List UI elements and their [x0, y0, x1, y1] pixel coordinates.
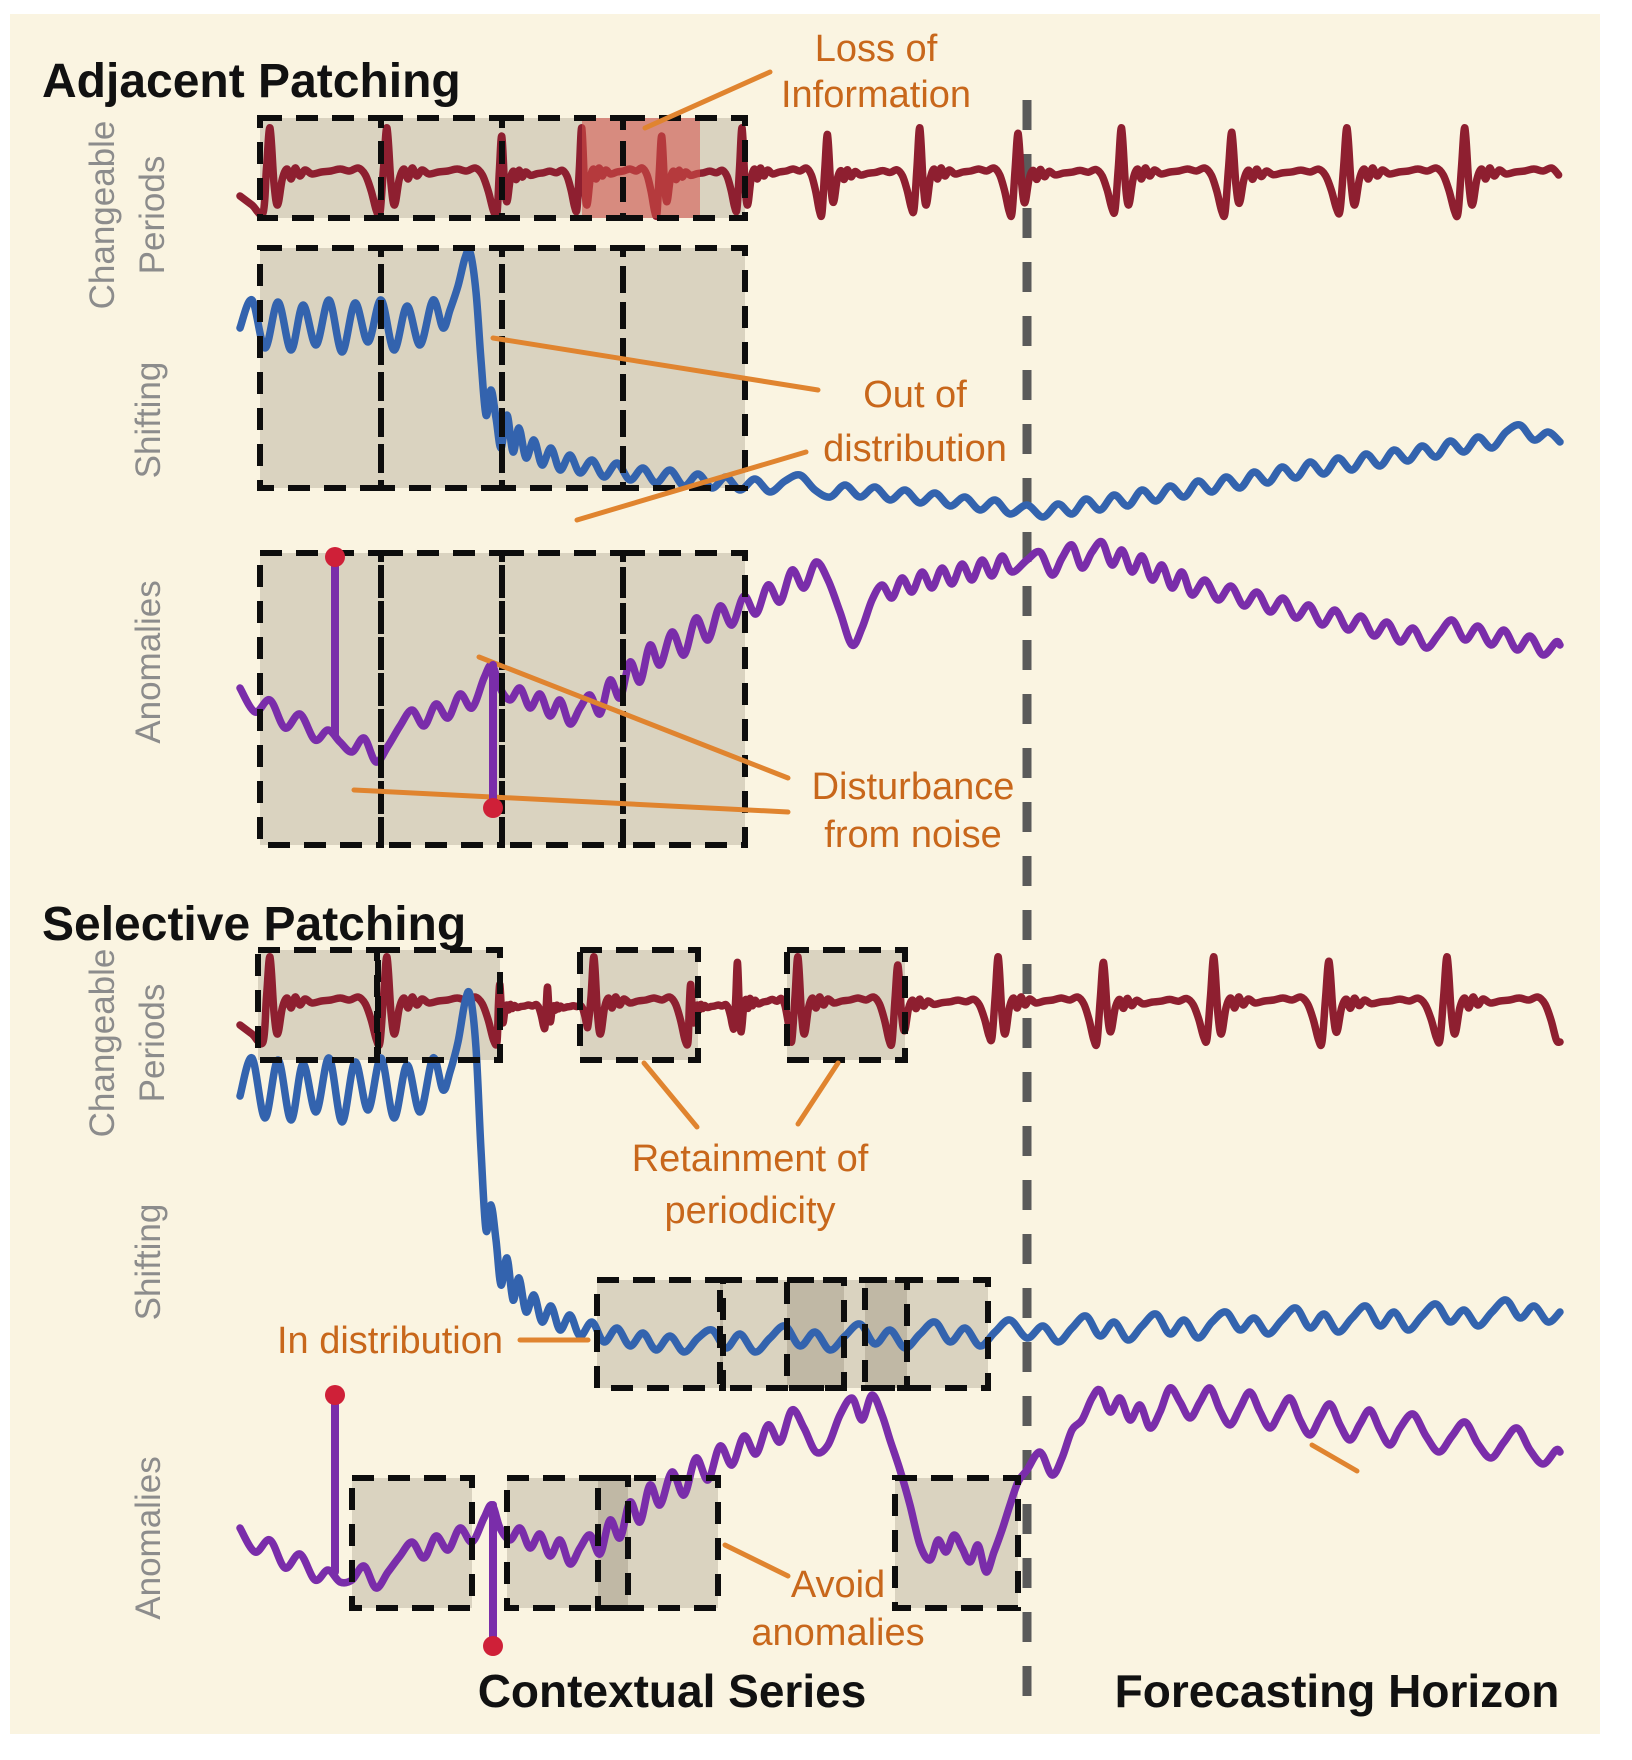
row-label-changeable-1b: Periods: [133, 156, 172, 275]
patch-box-border-selective-shifting: [717, 1277, 847, 1391]
patch-box-border-selective-shifting: [784, 1277, 910, 1391]
patch-box-border-adjacent-anomalies: [620, 550, 748, 848]
patch-box-border-selective-anomalies: [892, 1475, 1021, 1611]
signal-shifting-adjacent: [236, 245, 1564, 521]
annotation-leader-line: [476, 654, 791, 781]
annotation-leader-line: [490, 335, 821, 393]
patch-box-border-selective-changeable: [577, 947, 701, 1063]
annotation-retain-line2: periodicity: [664, 1190, 835, 1232]
annotation-leader-line: [574, 449, 809, 523]
anomaly-dot: [325, 1385, 345, 1405]
row-label-changeable-2b: Periods: [133, 984, 172, 1103]
row-label-shifting-2: Shifting: [129, 1204, 168, 1321]
patch-box-border-selective-anomalies: [349, 1475, 475, 1611]
patch-box-fill-adjacent-anomalies: [260, 553, 381, 845]
patch-box-border-selective-changeable: [784, 947, 908, 1063]
section-title-adjacent: Adjacent Patching: [42, 55, 461, 108]
anomaly-dot: [325, 547, 345, 567]
patch-box-fill-adjacent-shifting: [260, 248, 381, 488]
row-label-shifting-1: Shifting: [129, 362, 168, 479]
patch-box-border-selective-changeable: [375, 947, 503, 1063]
annotation-noise-line1: Disturbance: [812, 766, 1015, 808]
anomaly-dot: [483, 798, 503, 818]
signal-ecg-adjacent: [236, 124, 1563, 221]
signal-layer: [236, 124, 1564, 1592]
anomaly-dot: [483, 1636, 503, 1656]
loss-of-information-highlight: [582, 118, 700, 218]
patch-box-border-adjacent-anomalies: [378, 550, 505, 848]
annotation-leader-line: [795, 1060, 841, 1127]
row-label-anomalies-2: Anomalies: [129, 1456, 168, 1619]
annotation-indist-line1: In distribution: [277, 1320, 503, 1362]
leader-line-layer: [351, 69, 1360, 1579]
patch-box-border-selective-anomalies: [595, 1475, 721, 1611]
annotation-loss-line2: Information: [781, 74, 971, 116]
patch-box-border-adjacent-anomalies: [257, 550, 384, 848]
annotation-avoid-line2: anomalies: [751, 1612, 924, 1654]
annotation-ood-line1: Out of: [863, 374, 967, 416]
patch-box-border-adjacent-anomalies: [499, 550, 626, 848]
signal-shifting-selective: [236, 987, 1564, 1356]
figure-panel: [10, 14, 1600, 1734]
patch-box-fill-adjacent-anomalies: [623, 553, 745, 845]
annotation-retain-line1: Retainment of: [632, 1138, 869, 1180]
patch-box-border-selective-changeable: [255, 947, 380, 1063]
patch-border-layer: [255, 115, 1021, 1611]
section-title-selective: Selective Patching: [42, 898, 466, 951]
annotation-ood-line2: distribution: [823, 428, 1007, 470]
row-label-anomalies-1: Anomalies: [129, 580, 168, 743]
annotation-avoid-line1: Avoid: [791, 1564, 885, 1606]
annotation-noise-line2: from noise: [824, 814, 1001, 856]
row-label-changeable-1a: Changeable: [83, 121, 122, 310]
loss-overlay-layer: [582, 118, 700, 218]
annotation-leader-line: [1309, 1442, 1360, 1474]
text-layer: Adjacent Patching Selective Patching Cha…: [42, 28, 1559, 1717]
signal-ecg-selective: [236, 953, 1564, 1050]
patch-box-border-selective-shifting: [862, 1277, 991, 1391]
annotation-leader-line: [351, 787, 791, 815]
signal-anomalies-adjacent: [236, 538, 1564, 766]
annotation-leader-line: [642, 69, 773, 131]
axis-label-contextual-series: Contextual Series: [478, 1665, 867, 1717]
annotation-loss-line1: Loss of: [815, 28, 938, 70]
patch-box-fill-adjacent-anomalies: [381, 553, 502, 845]
patch-box-border-selective-anomalies: [504, 1475, 631, 1611]
anomaly-spike-layer: [325, 547, 503, 1656]
axis-label-forecasting-horizon: Forecasting Horizon: [1115, 1665, 1560, 1717]
patch-box-fill-adjacent-shifting: [502, 248, 623, 488]
row-label-changeable-2a: Changeable: [83, 949, 122, 1138]
annotation-leader-line: [722, 1542, 791, 1579]
annotation-leader-line: [641, 1060, 700, 1130]
